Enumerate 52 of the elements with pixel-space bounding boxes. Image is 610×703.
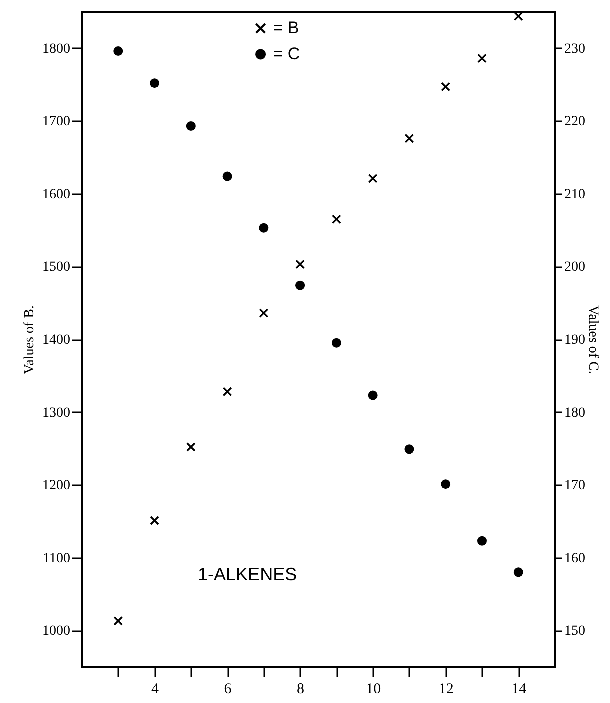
point xyxy=(368,174,378,184)
x-tick-label: 10 xyxy=(366,682,382,698)
y-tick-label: 1300 xyxy=(42,406,70,421)
y-tick-label: 1800 xyxy=(42,42,70,57)
y2-tick-label: 150 xyxy=(564,624,586,640)
y-tick-label: 1700 xyxy=(42,114,70,130)
y2-tick-label: 210 xyxy=(564,187,586,202)
point xyxy=(514,568,524,578)
point xyxy=(441,82,450,92)
point xyxy=(441,480,451,490)
y-tick-label: 1400 xyxy=(42,333,70,348)
y-tick-label: 1000 xyxy=(42,624,70,640)
y-axis-title: Values of B. xyxy=(22,306,38,374)
point xyxy=(404,444,414,454)
y2-tick-label: 180 xyxy=(564,406,586,421)
point xyxy=(186,442,196,452)
point xyxy=(150,516,160,526)
point xyxy=(259,223,269,233)
y2-tick-label: 190 xyxy=(564,333,586,348)
x-tick-label: 8 xyxy=(297,682,305,698)
point xyxy=(114,616,123,626)
point xyxy=(332,338,342,348)
point xyxy=(404,134,414,144)
x-tick-label: 4 xyxy=(152,682,160,698)
point xyxy=(150,78,160,88)
x-tick-label: 14 xyxy=(512,682,528,698)
x-tick-label: 12 xyxy=(438,682,454,698)
point xyxy=(332,214,342,224)
point xyxy=(186,122,196,131)
point xyxy=(222,172,232,182)
point xyxy=(478,54,487,64)
legend-label: = C xyxy=(273,44,300,64)
point xyxy=(368,390,378,400)
point xyxy=(259,308,268,318)
point xyxy=(114,46,124,56)
annotation: 1-ALKENES xyxy=(198,564,298,584)
y2-tick-label: 200 xyxy=(564,260,586,276)
point xyxy=(296,260,305,270)
y-tick-label: 1500 xyxy=(42,260,70,276)
x-tick-label: 6 xyxy=(224,682,232,698)
y-tick-label: 1100 xyxy=(43,551,70,566)
y-tick-label: 1600 xyxy=(42,187,70,202)
y2-tick-label: 170 xyxy=(564,478,586,494)
y-tick-label: 1200 xyxy=(42,478,70,494)
point xyxy=(477,536,487,546)
legend-label: = B xyxy=(273,18,300,38)
y2-tick-label: 230 xyxy=(564,42,586,57)
y2-axis-title: Values of C. xyxy=(586,306,600,374)
point xyxy=(223,387,232,396)
y2-tick-label: 220 xyxy=(564,114,586,130)
point xyxy=(296,280,306,290)
y2-tick-label: 160 xyxy=(564,551,586,566)
